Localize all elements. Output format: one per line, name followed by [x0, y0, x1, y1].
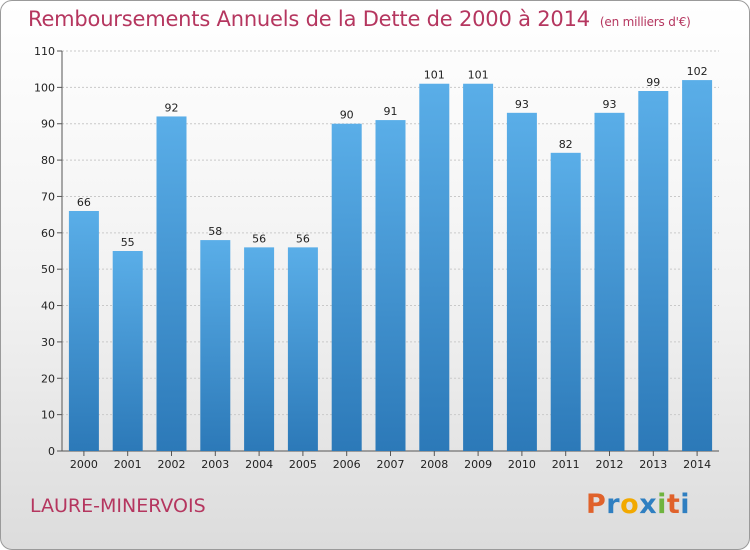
y-tick-label: 90: [41, 118, 55, 131]
bar-value-label: 101: [468, 69, 489, 82]
bar-value-label: 55: [121, 236, 135, 249]
x-tick-label: 2009: [464, 458, 492, 471]
bar-value-label: 99: [646, 76, 660, 89]
x-tick-label: 2004: [245, 458, 273, 471]
bar[interactable]: [463, 83, 494, 452]
x-tick-label: 2002: [158, 458, 186, 471]
bar-value-label: 93: [515, 98, 529, 111]
logo-letter: o: [620, 489, 640, 520]
bar[interactable]: [550, 152, 581, 451]
commune-name: LAURE-MINERVOIS: [30, 495, 206, 517]
bar[interactable]: [287, 247, 318, 451]
logo-letter: x: [639, 489, 658, 520]
logo-letter: i: [680, 489, 691, 520]
y-tick-label: 50: [41, 263, 55, 276]
bar-value-label: 56: [252, 232, 266, 245]
bar-value-label: 93: [603, 98, 617, 111]
bar[interactable]: [156, 116, 187, 452]
bar-value-label: 90: [340, 109, 354, 122]
x-tick-label: 2010: [508, 458, 536, 471]
y-tick-label: 40: [41, 300, 55, 313]
x-tick-label: 2006: [333, 458, 361, 471]
bar[interactable]: [200, 240, 231, 451]
y-tick-label: 30: [41, 336, 55, 349]
bar[interactable]: [638, 91, 669, 451]
x-tick-label: 2001: [114, 458, 142, 471]
y-tick-label: 20: [41, 372, 55, 385]
chart-unit-note: (en milliers d'€): [599, 15, 691, 29]
bar[interactable]: [594, 112, 625, 452]
x-tick-label: 2012: [596, 458, 624, 471]
bar[interactable]: [112, 251, 143, 451]
x-tick-label: 2005: [289, 458, 317, 471]
x-tick-label: 2011: [552, 458, 580, 471]
logo-letter: r: [606, 489, 621, 520]
y-tick-label: 100: [34, 81, 55, 94]
x-tick-label: 2000: [70, 458, 98, 471]
y-tick-label: 10: [41, 409, 55, 422]
chart-title: Remboursements Annuels de la Dette de 20…: [28, 7, 691, 31]
bar[interactable]: [68, 211, 99, 451]
bar[interactable]: [419, 83, 450, 452]
x-tick-label: 2013: [639, 458, 667, 471]
y-tick-label: 110: [34, 45, 55, 58]
bar-value-label: 91: [384, 105, 398, 118]
x-tick-label: 2007: [377, 458, 405, 471]
y-tick-label: 0: [48, 445, 55, 458]
bar-value-label: 101: [424, 69, 445, 82]
x-tick-label: 2003: [201, 458, 229, 471]
logo-letter: i: [657, 489, 667, 520]
chart-title-text: Remboursements Annuels de la Dette de 20…: [28, 7, 590, 31]
bar[interactable]: [331, 123, 362, 452]
proxiti-logo[interactable]: Proxiti: [586, 489, 690, 520]
logo-letter: P: [586, 489, 607, 520]
bar-value-label: 82: [559, 138, 573, 151]
bar-value-label: 102: [687, 65, 708, 78]
logo-letter: t: [666, 489, 681, 520]
bar[interactable]: [506, 112, 537, 452]
bar-value-label: 66: [77, 196, 91, 209]
x-tick-label: 2014: [683, 458, 711, 471]
bar-value-label: 58: [208, 225, 222, 238]
y-tick-label: 60: [41, 227, 55, 240]
bar[interactable]: [244, 247, 275, 451]
bar-value-label: 56: [296, 232, 310, 245]
bar-value-label: 92: [165, 101, 179, 114]
y-tick-label: 80: [41, 154, 55, 167]
x-tick-label: 2008: [420, 458, 448, 471]
bar[interactable]: [682, 80, 713, 451]
y-tick-label: 70: [41, 190, 55, 203]
bar[interactable]: [375, 120, 406, 451]
